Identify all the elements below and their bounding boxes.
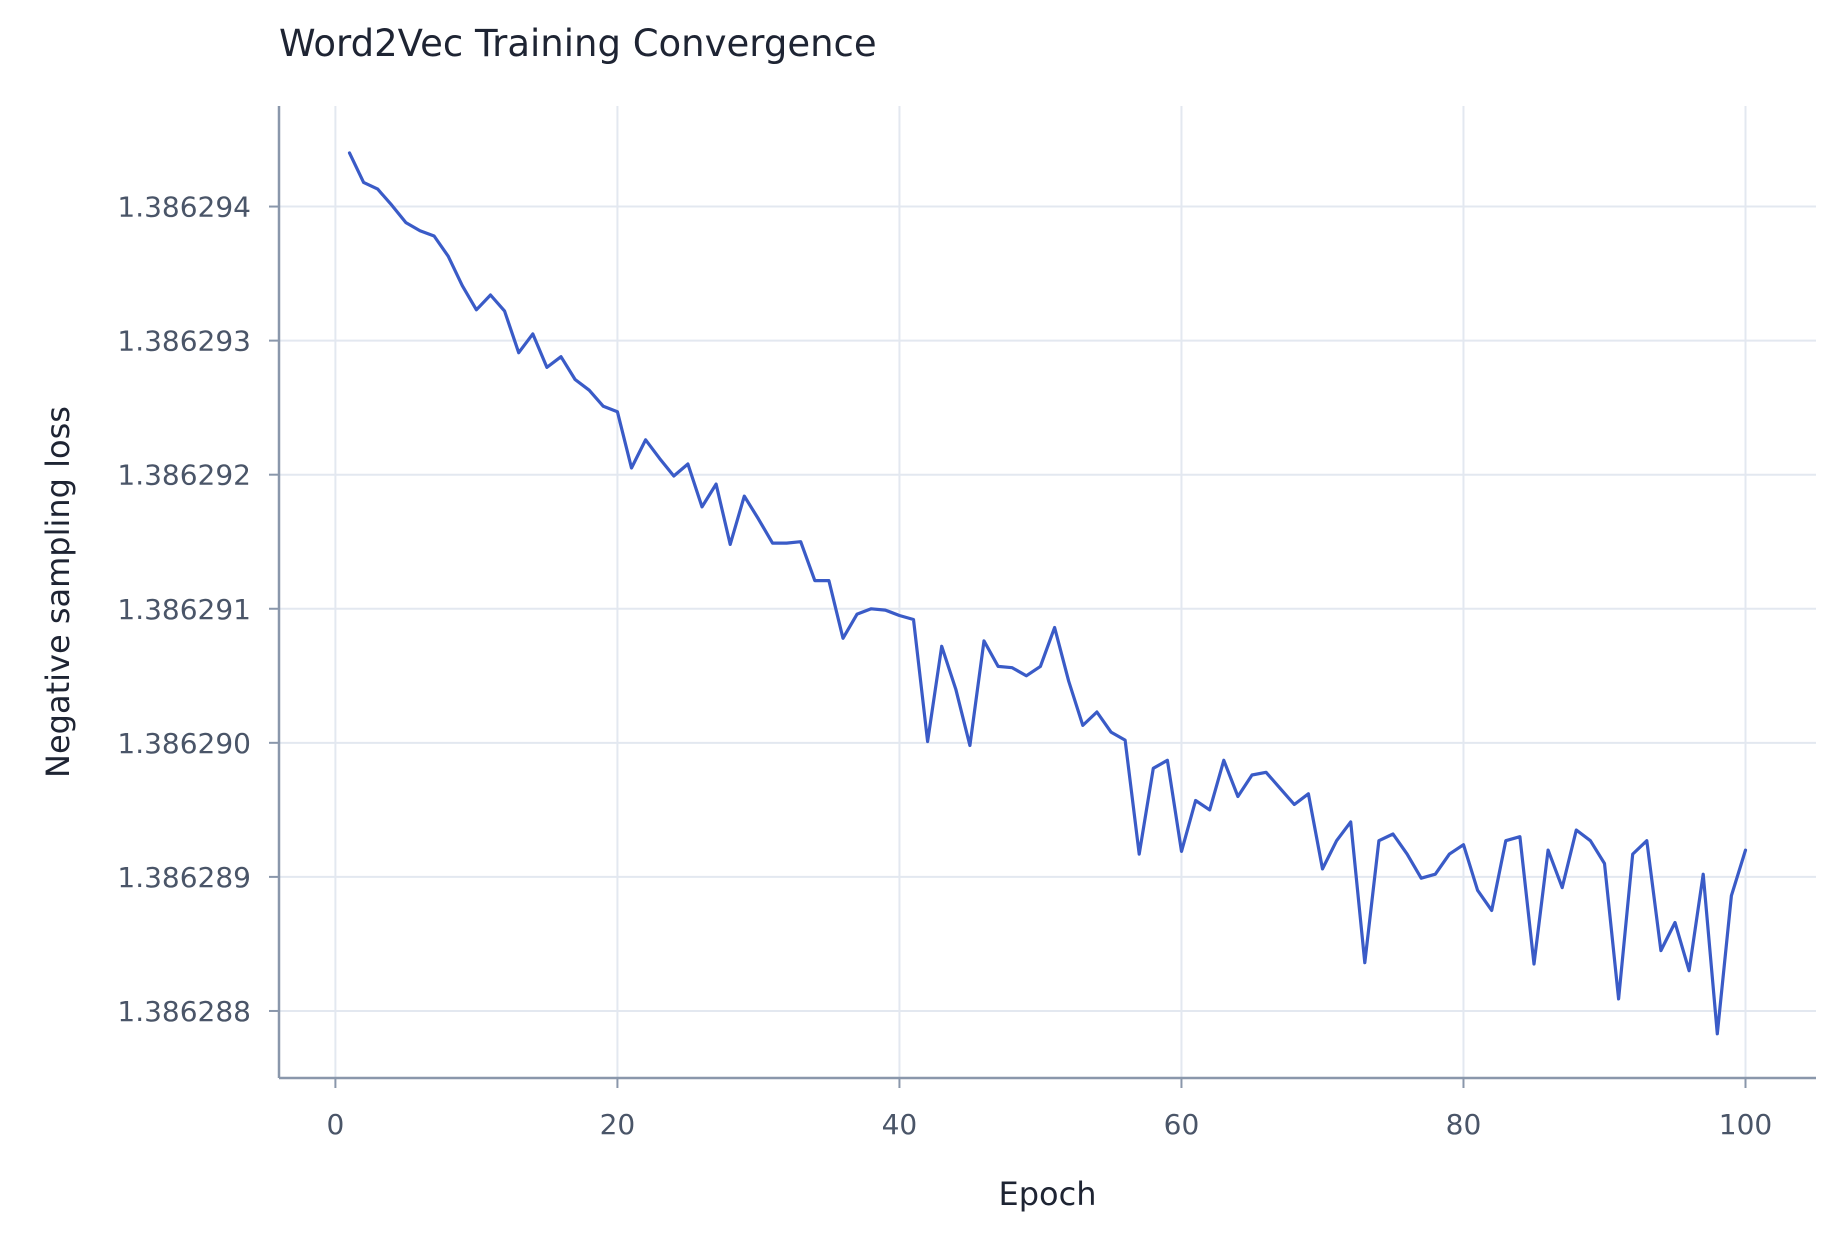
series-layer	[347, 151, 1748, 1036]
axes	[269, 106, 1816, 1088]
y-tick-label: 1.386289	[117, 861, 251, 894]
y-axis-title: Negative sampling loss	[39, 406, 77, 778]
x-tick-label: 40	[882, 1108, 918, 1141]
chart-title: Word2Vec Training Convergence	[279, 22, 877, 65]
y-tick-label: 1.386294	[117, 191, 251, 224]
x-tick-label: 20	[600, 1108, 636, 1141]
x-tick-label: 60	[1164, 1108, 1200, 1141]
x-tick-label: 0	[326, 1108, 344, 1141]
series-line	[347, 151, 1748, 1036]
y-tick-label: 1.386288	[117, 995, 251, 1028]
y-tick-label: 1.386292	[117, 459, 251, 492]
y-tick-label: 1.386291	[117, 593, 251, 626]
grid-lines	[279, 106, 1816, 1078]
x-tick-label: 80	[1446, 1108, 1482, 1141]
x-axis-title: Epoch	[999, 1175, 1097, 1213]
y-tick-label: 1.386293	[117, 325, 251, 358]
tick-labels: 0 20 40 60 80 100 1.386288 1.386289 1.386290 1.38…	[117, 191, 1772, 1141]
x-tick-label: 100	[1719, 1108, 1772, 1141]
y-tick-label: 1.386290	[117, 727, 251, 760]
